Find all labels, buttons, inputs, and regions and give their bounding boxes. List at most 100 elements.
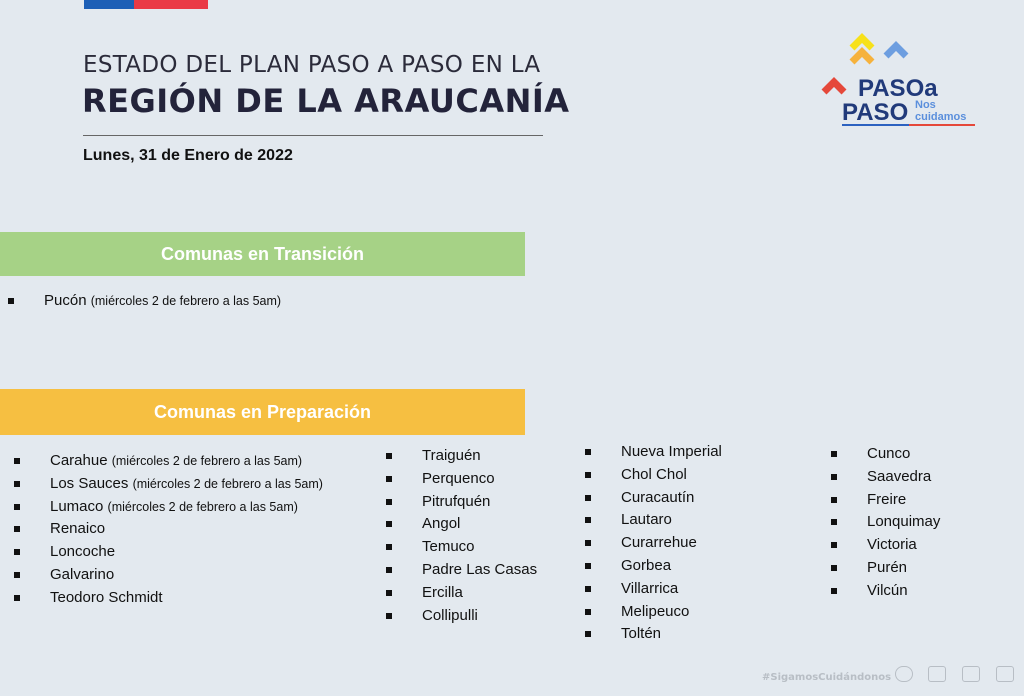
list-item: Curacautín xyxy=(585,488,695,506)
bullet xyxy=(14,549,20,556)
commune-name: Perquenco xyxy=(422,469,495,487)
bullet xyxy=(585,471,591,478)
list-item: Saavedra xyxy=(831,467,932,485)
bullet xyxy=(386,544,392,551)
bullet xyxy=(585,517,591,524)
list-item: Cunco xyxy=(831,445,911,462)
list-item: Pucón (miércoles 2 de febrero a las 5am) xyxy=(8,292,282,309)
commune-note: (miércoles 2 de febrero a las 5am) xyxy=(132,476,323,491)
list-item: Loncoche xyxy=(14,543,116,561)
bullet xyxy=(8,298,14,304)
commune-name: Pucón xyxy=(44,292,87,309)
mask-icon xyxy=(895,666,913,682)
list-item: Angol xyxy=(386,515,461,533)
list-item: Curarrehue xyxy=(585,534,697,552)
commune-name: Toltén xyxy=(621,625,662,643)
list-item: Teodoro Schmidt xyxy=(14,588,163,606)
bullet xyxy=(831,519,837,526)
list-item: Lautaro xyxy=(585,511,672,528)
commune-note: (miércoles 2 de febrero a las 5am) xyxy=(90,294,282,308)
bullet xyxy=(386,453,392,459)
commune-name: Nueva Imperial xyxy=(621,443,722,460)
bullet xyxy=(386,589,392,596)
bullet xyxy=(831,473,837,480)
bullet xyxy=(585,608,591,615)
commune-name: Ercilla xyxy=(422,583,463,601)
svg-text:cuidamos: cuidamos xyxy=(915,111,966,123)
ventilate-icon xyxy=(996,666,1014,682)
commune-name: Pitrufquén xyxy=(422,492,491,510)
commune-note: (miércoles 2 de febrero a las 5am) xyxy=(111,454,303,468)
bullet xyxy=(831,451,837,457)
commune-name: Temuco xyxy=(422,538,475,556)
list-item: Chol Chol xyxy=(585,465,687,483)
commune-name: Renaico xyxy=(50,520,106,538)
divider xyxy=(83,135,543,136)
commune-name: Curacautín xyxy=(621,488,695,506)
bullet xyxy=(386,498,392,505)
commune-name: Saavedra xyxy=(867,467,932,485)
preparation-heading: Comunas en Preparación xyxy=(0,389,525,435)
commune-name: Cunco xyxy=(867,445,911,462)
svg-text:Nos: Nos xyxy=(915,99,936,111)
commune-name: Purén xyxy=(867,559,908,576)
commune-name: Galvarino xyxy=(50,566,115,583)
bullet xyxy=(831,587,837,594)
commune-name: Traiguén xyxy=(422,447,481,464)
commune-name: Melipeuco xyxy=(621,602,690,620)
list-item: Lonquimay xyxy=(831,513,941,531)
flag-stripe-red xyxy=(134,0,208,9)
list-item: Victoria xyxy=(831,536,917,553)
commune-name: Gorbea xyxy=(621,557,672,574)
bullet xyxy=(585,563,591,569)
title-line-1: ESTADO DEL PLAN PASO A PASO EN LA xyxy=(83,52,541,78)
list-item: Melipeuco xyxy=(585,602,690,620)
commune-note: (miércoles 2 de febrero a las 5am) xyxy=(107,499,298,514)
list-item: Toltén xyxy=(585,625,662,643)
commune-name: Villarrica xyxy=(621,579,679,597)
commune-name: Freire xyxy=(867,490,907,508)
bullet xyxy=(386,521,392,528)
commune-name: Chol Chol xyxy=(621,465,687,483)
bullet xyxy=(14,503,20,510)
bullet xyxy=(831,496,837,503)
svg-text:PASO: PASO xyxy=(842,99,908,126)
commune-name: Carahue xyxy=(50,452,108,469)
transition-heading: Comunas en Transición xyxy=(0,232,525,276)
list-item: Carahue (miércoles 2 de febrero a las 5a… xyxy=(14,452,303,469)
commune-name: Lonquimay xyxy=(867,513,941,531)
bullet xyxy=(585,449,591,455)
distance-icon xyxy=(962,666,980,682)
commune-name: Lumaco xyxy=(50,497,104,515)
commune-name: Teodoro Schmidt xyxy=(50,588,163,606)
bullet xyxy=(14,572,20,578)
commune-name: Loncoche xyxy=(50,543,116,561)
list-item: Traiguén xyxy=(386,447,481,464)
list-item: Ercilla xyxy=(386,583,463,601)
page-title: REGIÓN DE LA ARAUCANÍA xyxy=(82,82,570,120)
flag-stripe-blue xyxy=(84,0,134,9)
commune-name: Vilcún xyxy=(867,581,908,599)
wash-hands-icon xyxy=(928,666,946,682)
list-item: Purén xyxy=(831,559,908,576)
list-item: Padre Las Casas xyxy=(386,561,537,578)
commune-name: Collipulli xyxy=(422,606,478,624)
list-item: Collipulli xyxy=(386,606,478,624)
list-item: Perquenco xyxy=(386,469,495,487)
list-item: Temuco xyxy=(386,538,475,556)
bullet xyxy=(386,567,392,573)
bullet xyxy=(14,594,20,601)
bullet xyxy=(386,612,392,619)
bullet xyxy=(14,480,20,487)
list-item: Gorbea xyxy=(585,557,672,574)
bullet xyxy=(14,526,20,533)
bullet xyxy=(585,585,591,592)
commune-name: Curarrehue xyxy=(621,534,697,552)
date: Lunes, 31 de Enero de 2022 xyxy=(83,147,293,164)
commune-name: Angol xyxy=(422,515,461,533)
svg-text:PASOa: PASOa xyxy=(858,75,938,102)
bullet xyxy=(14,458,20,464)
list-item: Lumaco (miércoles 2 de febrero a las 5am… xyxy=(14,497,298,515)
list-item: Galvarino xyxy=(14,566,115,583)
bullet xyxy=(831,565,837,571)
